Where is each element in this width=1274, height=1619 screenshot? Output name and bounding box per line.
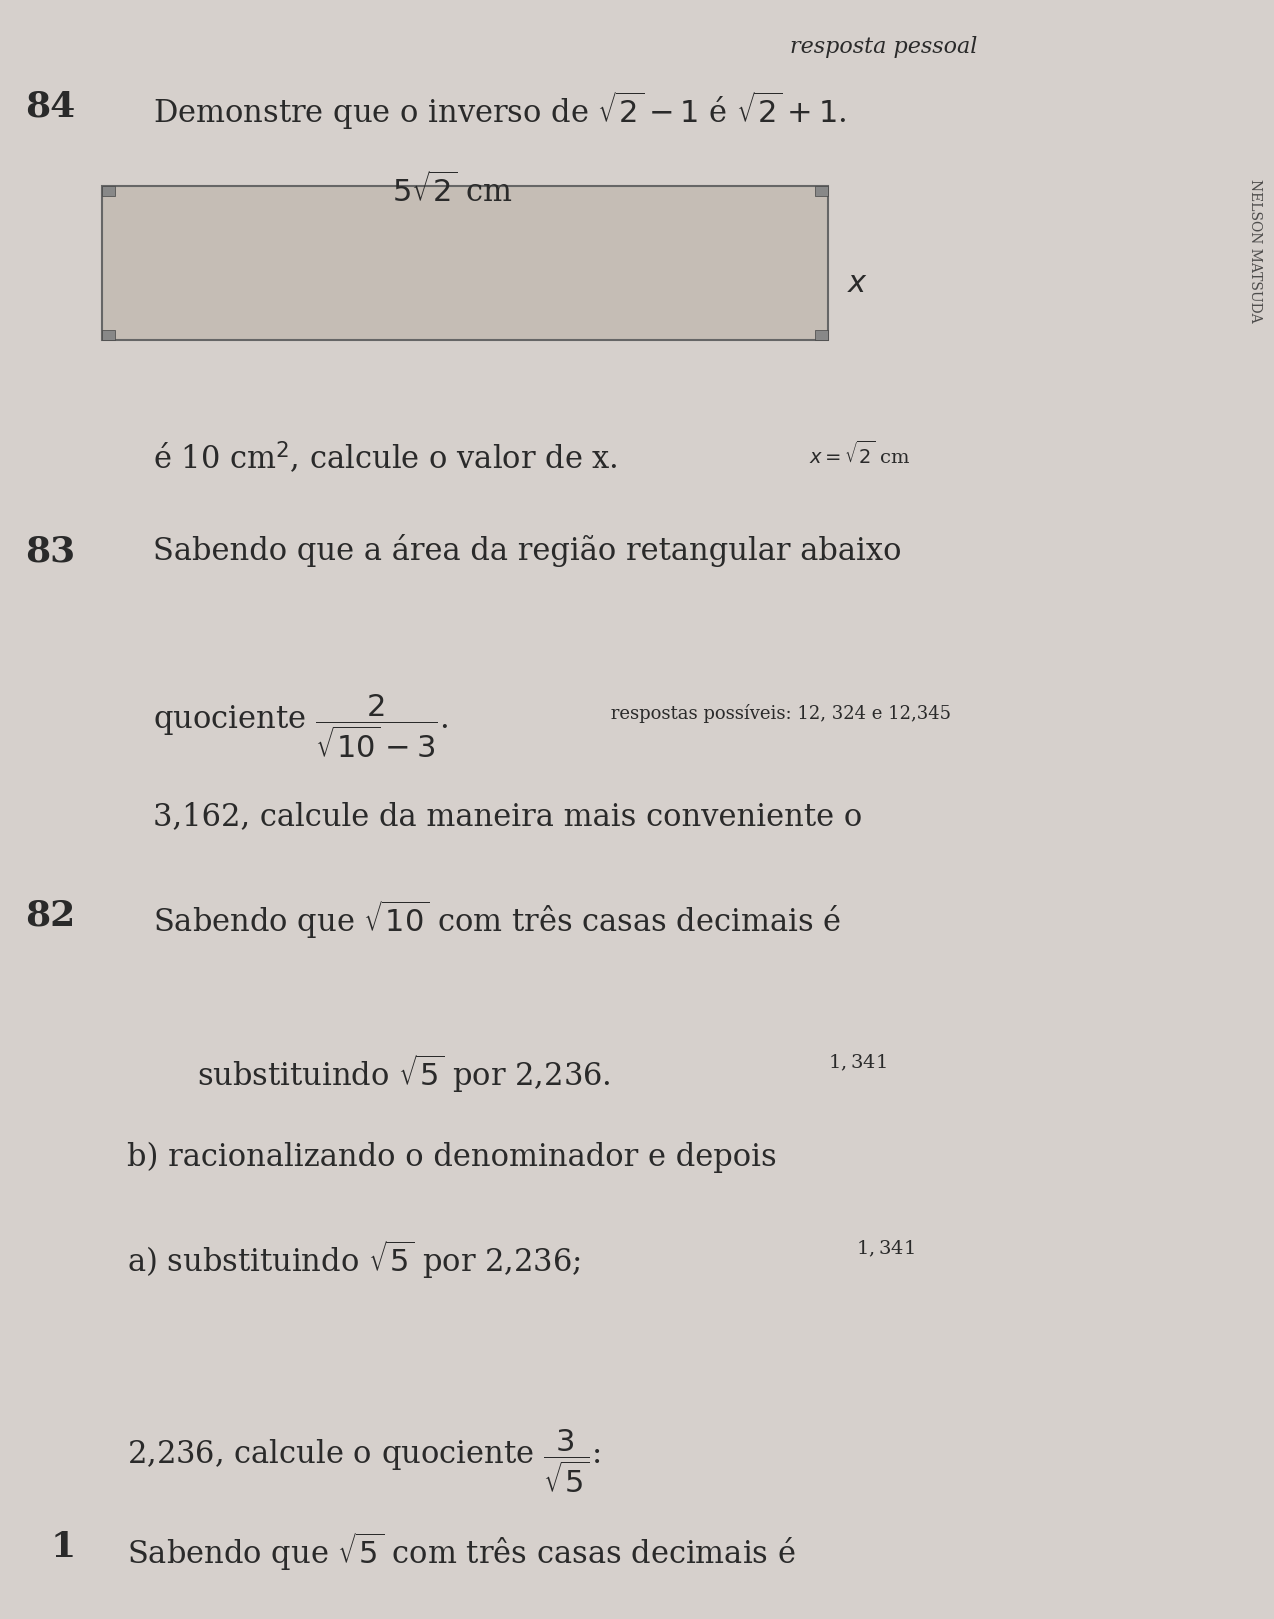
Text: Sabendo que $\sqrt{10}$ com três casas decimais é: Sabendo que $\sqrt{10}$ com três casas d…	[153, 899, 841, 941]
Text: 83: 83	[25, 534, 75, 568]
Text: b) racionalizando o denominador e depois: b) racionalizando o denominador e depois	[127, 1141, 777, 1172]
Text: substituindo $\sqrt{5}$ por 2,236.: substituindo $\sqrt{5}$ por 2,236.	[197, 1052, 614, 1094]
Bar	[815, 330, 828, 340]
Text: $5\sqrt{2}$ cm: $5\sqrt{2}$ cm	[392, 173, 512, 209]
Text: 84: 84	[25, 89, 75, 123]
Text: a) substituindo $\sqrt{5}$ por 2,236;: a) substituindo $\sqrt{5}$ por 2,236;	[127, 1239, 585, 1281]
Text: 3,162, calcule da maneira mais conveniente o: 3,162, calcule da maneira mais convenien…	[153, 801, 862, 832]
Text: 1: 1	[51, 1530, 76, 1564]
Bar	[815, 186, 828, 196]
Text: respostas possíveis: 12, 324 e 12,345: respostas possíveis: 12, 324 e 12,345	[605, 704, 952, 724]
Text: $x = \sqrt{2}$ cm: $x = \sqrt{2}$ cm	[809, 440, 911, 468]
Text: resposta pessoal: resposta pessoal	[790, 36, 977, 58]
Text: Sabendo que $\sqrt{5}$ com três casas decimais é: Sabendo que $\sqrt{5}$ com três casas de…	[127, 1530, 796, 1572]
Text: é 10 cm$^{2}$, calcule o valor de x.: é 10 cm$^{2}$, calcule o valor de x.	[153, 440, 620, 476]
Text: $\mathregular{1,341}$: $\mathregular{1,341}$	[828, 1052, 887, 1073]
Text: quociente $\dfrac{2}{\sqrt{10}-3}$.: quociente $\dfrac{2}{\sqrt{10}-3}$.	[153, 693, 448, 761]
Bar	[102, 330, 115, 340]
Text: Sabendo que a área da região retangular abaixo: Sabendo que a área da região retangular …	[153, 534, 902, 567]
Bar	[102, 186, 115, 196]
Text: $\mathregular{1,341}$: $\mathregular{1,341}$	[856, 1239, 915, 1260]
Text: Demonstre que o inverso de $\sqrt{2}-1$ é $\sqrt{2}+1$.: Demonstre que o inverso de $\sqrt{2}-1$ …	[153, 89, 846, 131]
Text: 2,236, calcule o quociente $\dfrac{3}{\sqrt{5}}$:: 2,236, calcule o quociente $\dfrac{3}{\s…	[127, 1428, 601, 1496]
Text: $x$: $x$	[847, 267, 869, 300]
Text: NELSON MATSUDA: NELSON MATSUDA	[1249, 180, 1261, 322]
FancyBboxPatch shape	[102, 186, 828, 340]
Text: 82: 82	[25, 899, 75, 933]
